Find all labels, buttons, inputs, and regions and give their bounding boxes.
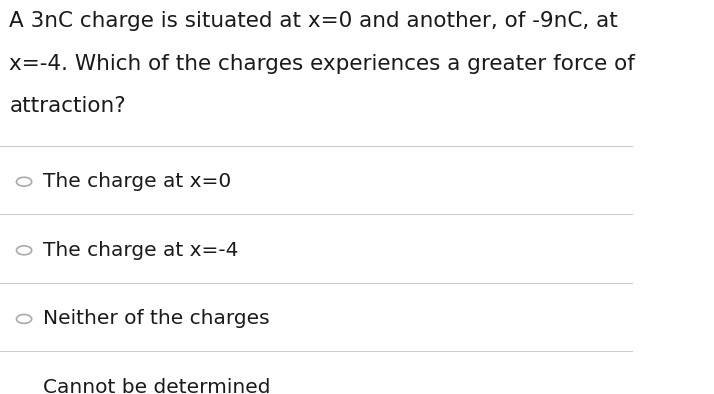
Text: A 3nC charge is situated at x=0 and another, of -9nC, at: A 3nC charge is situated at x=0 and anot… — [9, 11, 618, 31]
Text: Cannot be determined: Cannot be determined — [43, 378, 271, 394]
Text: The charge at x=-4: The charge at x=-4 — [43, 241, 238, 260]
Text: attraction?: attraction? — [9, 97, 126, 116]
Text: x=-4. Which of the charges experiences a greater force of: x=-4. Which of the charges experiences a… — [9, 54, 635, 74]
Text: Neither of the charges: Neither of the charges — [43, 309, 270, 329]
Text: The charge at x=0: The charge at x=0 — [43, 172, 231, 191]
